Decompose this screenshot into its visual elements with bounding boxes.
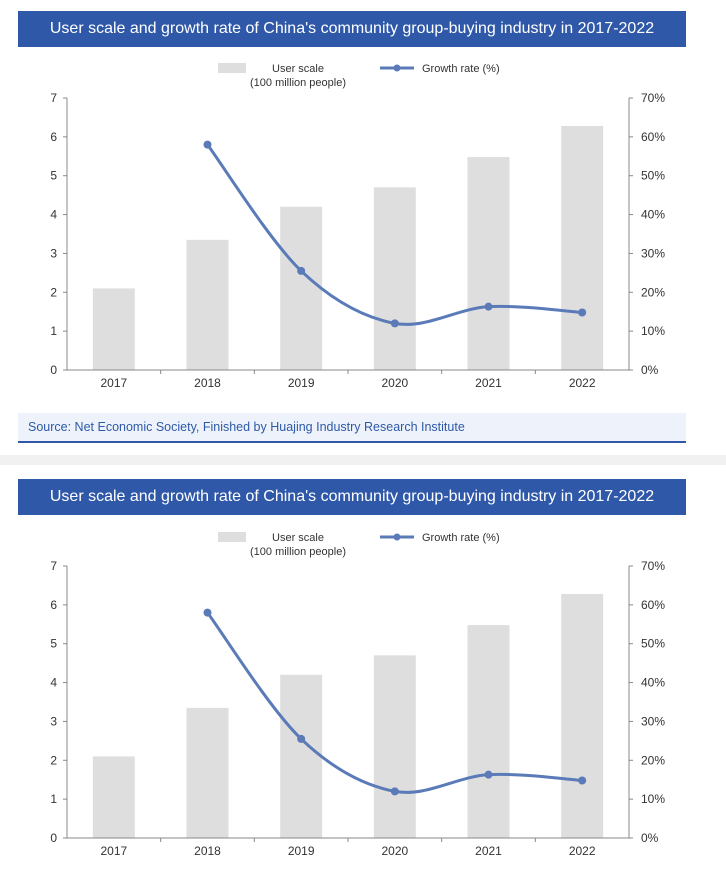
left-tick-label: 2 bbox=[50, 753, 57, 767]
legend-label-user-scale-unit: (100 million people) bbox=[250, 77, 346, 89]
legend-swatch-user-scale bbox=[218, 63, 246, 73]
bar-user-scale-2019 bbox=[280, 206, 323, 370]
legend-swatch-user-scale bbox=[218, 532, 246, 542]
bar-user-scale-2018 bbox=[186, 239, 229, 370]
bar-user-scale-2019 bbox=[280, 674, 323, 838]
x-tick-label: 2017 bbox=[100, 844, 127, 858]
x-tick-label: 2022 bbox=[569, 844, 596, 858]
x-tick-label: 2021 bbox=[475, 844, 502, 858]
bar-user-scale-2020 bbox=[373, 655, 416, 838]
left-tick-label: 2 bbox=[50, 285, 57, 299]
growth-rate-point-2018 bbox=[203, 140, 212, 149]
bar-user-scale-2018 bbox=[186, 707, 229, 838]
x-tick-label: 2020 bbox=[381, 844, 408, 858]
growth-rate-point-2021 bbox=[484, 770, 493, 779]
x-tick-label: 2019 bbox=[288, 376, 315, 390]
left-tick-label: 6 bbox=[50, 598, 57, 612]
growth-rate-point-2020 bbox=[390, 787, 399, 796]
x-tick-label: 2020 bbox=[381, 376, 408, 390]
right-tick-label: 50% bbox=[641, 169, 665, 183]
legend-label-user-scale: User scale bbox=[272, 532, 324, 544]
growth-rate-line bbox=[206, 611, 583, 794]
legend-label-user-scale: User scale bbox=[272, 63, 324, 75]
growth-rate-point-2021 bbox=[484, 302, 493, 311]
legend-label-growth-rate: Growth rate (%) bbox=[422, 63, 500, 75]
right-tick-label: 30% bbox=[641, 714, 665, 728]
bar-user-scale-2017 bbox=[92, 288, 135, 370]
chart-title: User scale and growth rate of China's co… bbox=[18, 11, 686, 47]
left-tick-label: 0 bbox=[50, 831, 57, 845]
bar-user-scale-2022 bbox=[561, 593, 604, 838]
x-tick-label: 2018 bbox=[194, 844, 221, 858]
right-tick-label: 60% bbox=[641, 598, 665, 612]
growth-rate-point-2020 bbox=[390, 319, 399, 328]
left-tick-label: 1 bbox=[50, 324, 57, 338]
growth-rate-point-2022 bbox=[578, 308, 587, 317]
legend-label-user-scale-unit: (100 million people) bbox=[250, 546, 346, 558]
x-tick-label: 2017 bbox=[100, 376, 127, 390]
right-tick-label: 30% bbox=[641, 246, 665, 260]
left-tick-label: 6 bbox=[50, 130, 57, 144]
growth-rate-point-2019 bbox=[297, 734, 306, 743]
right-tick-label: 20% bbox=[641, 285, 665, 299]
x-tick-label: 2018 bbox=[194, 376, 221, 390]
left-tick-label: 5 bbox=[50, 637, 57, 651]
right-tick-label: 0% bbox=[641, 831, 659, 845]
source-bar: Source: Net Economic Society, Finished b… bbox=[18, 413, 686, 443]
left-tick-label: 0 bbox=[50, 363, 57, 377]
x-tick-label: 2019 bbox=[288, 844, 315, 858]
bar-user-scale-2017 bbox=[92, 756, 135, 838]
left-tick-label: 1 bbox=[50, 792, 57, 806]
bar-user-scale-2022 bbox=[561, 125, 604, 370]
right-tick-label: 20% bbox=[641, 753, 665, 767]
right-tick-label: 50% bbox=[641, 637, 665, 651]
right-tick-label: 70% bbox=[641, 91, 665, 105]
left-tick-label: 4 bbox=[50, 676, 57, 690]
right-tick-label: 40% bbox=[641, 208, 665, 222]
legend-label-growth-rate: Growth rate (%) bbox=[422, 532, 500, 544]
right-tick-label: 10% bbox=[641, 324, 665, 338]
left-tick-label: 3 bbox=[50, 246, 57, 260]
right-tick-label: 40% bbox=[641, 676, 665, 690]
legend-swatch-growth-point bbox=[393, 64, 401, 72]
source-text: Source: Net Economic Society, Finished b… bbox=[28, 420, 465, 434]
right-tick-label: 70% bbox=[641, 559, 665, 573]
x-tick-label: 2022 bbox=[569, 376, 596, 390]
left-tick-label: 7 bbox=[50, 91, 57, 105]
bar-user-scale-2020 bbox=[373, 187, 416, 370]
left-tick-label: 5 bbox=[50, 169, 57, 183]
right-tick-label: 60% bbox=[641, 130, 665, 144]
x-tick-label: 2021 bbox=[475, 376, 502, 390]
right-tick-label: 10% bbox=[641, 792, 665, 806]
bar-user-scale-2021 bbox=[467, 625, 510, 838]
chart-title: User scale and growth rate of China's co… bbox=[18, 479, 686, 515]
right-tick-label: 0% bbox=[641, 363, 659, 377]
growth-rate-point-2018 bbox=[203, 608, 212, 617]
left-tick-label: 3 bbox=[50, 714, 57, 728]
left-tick-label: 7 bbox=[50, 559, 57, 573]
chart-panel-top: User scale and growth rate of China's co… bbox=[18, 11, 686, 443]
growth-rate-point-2019 bbox=[297, 266, 306, 275]
chart-panel-bottom: User scale and growth rate of China's co… bbox=[0, 465, 726, 874]
growth-rate-point-2022 bbox=[578, 776, 587, 785]
legend-swatch-growth-point bbox=[393, 533, 401, 541]
bar-user-scale-2021 bbox=[467, 157, 510, 370]
left-tick-label: 4 bbox=[50, 208, 57, 222]
growth-rate-line bbox=[206, 143, 583, 326]
panel-separator bbox=[0, 455, 726, 465]
